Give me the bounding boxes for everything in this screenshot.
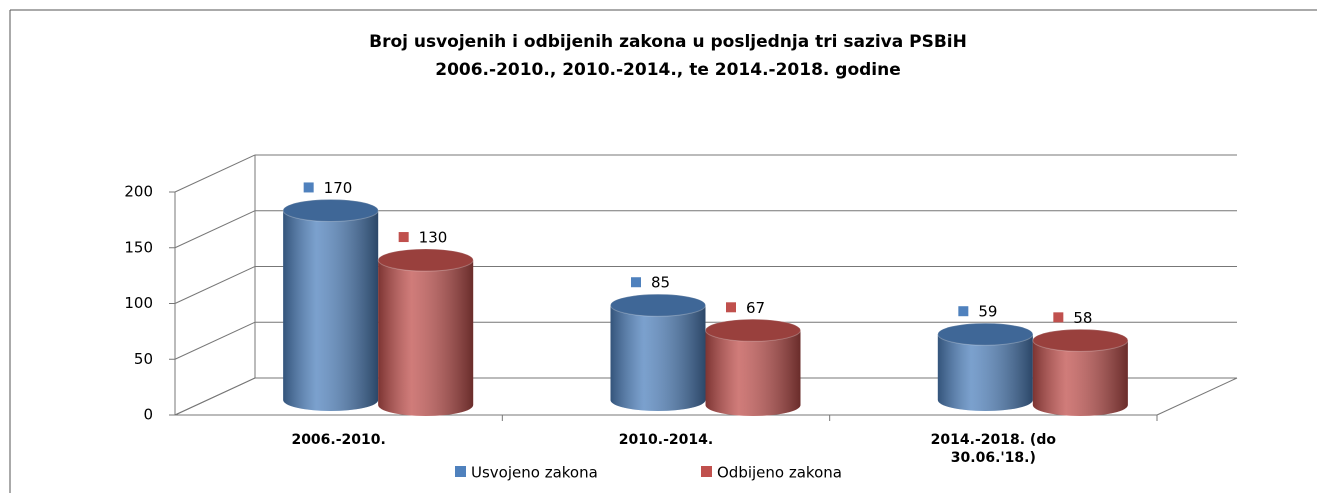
bar	[282, 198, 379, 411]
label-key	[631, 277, 641, 288]
chart-title: Broj usvojenih i odbijenih zakona u posl…	[369, 32, 967, 52]
cylinder-top	[1032, 328, 1129, 352]
cylinder-top-shade	[610, 294, 706, 317]
legend-key	[701, 466, 712, 477]
cylinder-top	[705, 318, 801, 342]
bar	[1032, 328, 1129, 417]
cylinder-top-shade	[937, 323, 1033, 346]
grid-line	[174, 377, 256, 416]
legend-label: Odbijeno zakona	[717, 464, 842, 482]
legend-label: Usvojeno zakona	[471, 464, 598, 482]
cylinder-top-shade	[1032, 329, 1128, 352]
data-label: 85	[651, 274, 670, 292]
data-label: 67	[746, 299, 765, 317]
data-label: 59	[978, 303, 997, 321]
cylinder-top-shade	[378, 249, 474, 272]
grid-line	[174, 321, 256, 360]
cylinder-shade	[378, 260, 474, 417]
bar	[937, 322, 1034, 411]
axis	[1156, 377, 1238, 416]
label-key	[1053, 312, 1064, 323]
x-tick-label: 2006.-2010.	[291, 432, 386, 448]
cylinder-shade	[283, 210, 379, 411]
data-label: 170	[324, 179, 353, 197]
grid-line	[174, 210, 256, 249]
y-tick-label: 0	[143, 406, 153, 424]
y-tick-label: 100	[124, 294, 153, 312]
cylinder-top	[377, 248, 474, 272]
y-tick-label: 50	[134, 350, 153, 368]
grid-line	[174, 266, 256, 304]
cylinder-top	[610, 293, 706, 317]
legend-key	[455, 466, 466, 477]
label-key	[398, 232, 409, 243]
bar	[705, 318, 801, 417]
grid-line	[174, 154, 256, 193]
data-label: 58	[1073, 309, 1092, 327]
bar	[377, 248, 474, 417]
y-tick-label: 150	[124, 238, 153, 256]
bar	[610, 293, 706, 411]
cylinder-top	[937, 322, 1034, 346]
cylinder-shade	[1032, 340, 1128, 417]
cylinder-shade	[610, 305, 706, 411]
cylinder-shade	[937, 334, 1033, 411]
y-tick-label: 200	[124, 183, 153, 201]
data-label: 130	[419, 229, 448, 247]
cylinder-top-shade	[705, 319, 801, 342]
label-key	[958, 306, 969, 317]
x-tick-label: 2010.-2014.	[618, 432, 714, 448]
cylinder-top-shade	[283, 199, 379, 222]
x-tick-label: 2014.-2018. (do 30.06.'18.)	[930, 432, 1056, 466]
chart-title: 2006.-2010., 2010.-2014., te 2014.-2018.…	[435, 60, 901, 80]
cylinder-shade	[705, 330, 801, 417]
cylinder-top	[282, 198, 379, 222]
label-key	[726, 302, 736, 313]
label-key	[303, 182, 314, 193]
